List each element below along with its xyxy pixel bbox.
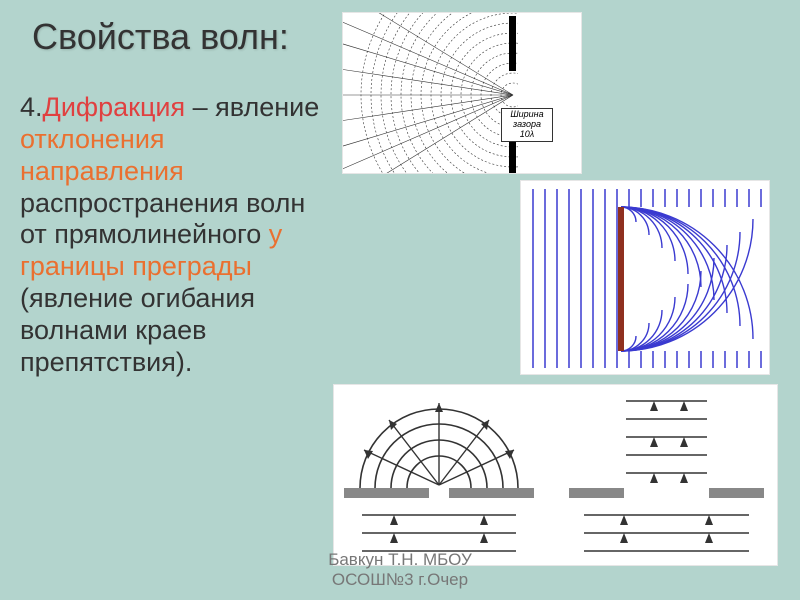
footer-line2: ОСОШ№3 г.Очер <box>332 570 468 589</box>
dash: – <box>185 92 215 122</box>
text-propagation: распространения волн от прямолинейного <box>20 188 305 250</box>
text-phenomenon: явление <box>215 92 319 122</box>
figure1-gap-label: Ширина зазора 10λ <box>501 108 553 142</box>
footer-line1: Бавкун Т.Н. МБОУ <box>328 550 472 569</box>
footer-credit: Бавкун Т.Н. МБОУ ОСОШ№3 г.Очер <box>0 550 800 590</box>
term-diffraction: Дифракция <box>43 92 186 122</box>
figure-slit-diffraction: Ширина зазора 10λ <box>342 12 582 174</box>
text-deviation1: отклонения <box>20 124 165 154</box>
fig1-label-l3: 10λ <box>502 130 552 140</box>
figure-edge-diffraction <box>520 180 770 375</box>
text-paren: (явление огибания волнами краев препятст… <box>20 283 255 377</box>
body-text: 4.Дифракция – явление отклонения направл… <box>20 92 330 379</box>
slide-title: Свойства волн: <box>32 16 289 58</box>
item-number: 4. <box>20 92 43 122</box>
text-deviation2: направления <box>20 156 184 186</box>
figure-slit-comparison <box>333 384 778 566</box>
